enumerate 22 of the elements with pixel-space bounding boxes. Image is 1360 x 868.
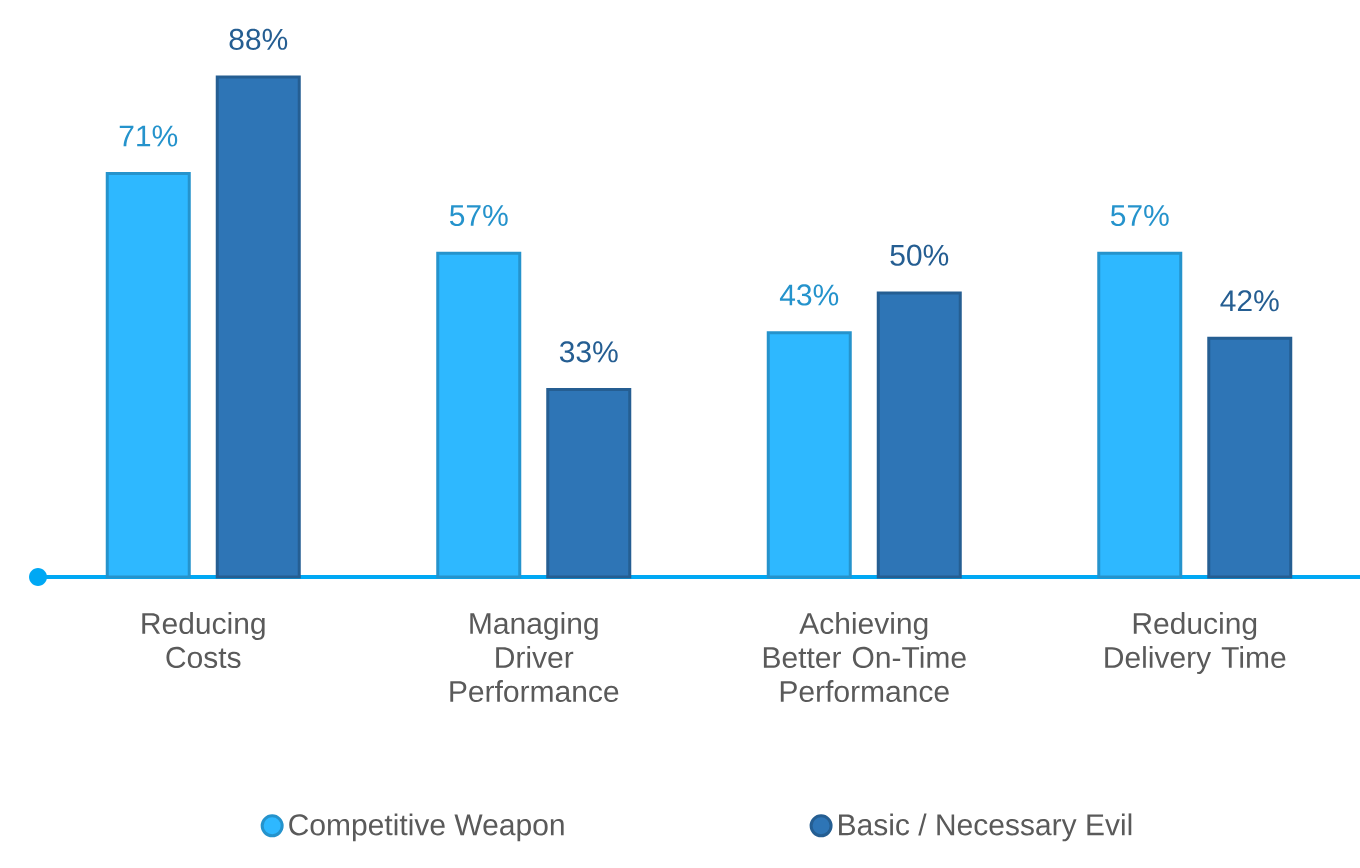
x-tick-label: Reducing Costs [142, 612, 265, 669]
data-label: 88% [229, 28, 288, 50]
data-label: 57% [449, 204, 508, 227]
bar [215, 75, 301, 579]
data-label: 43% [779, 284, 839, 306]
bar [876, 291, 962, 579]
x-tick-label: Reducing Delivery Time [1105, 612, 1286, 675]
data-label: 57% [1110, 204, 1169, 227]
data-label: 33% [559, 341, 618, 363]
bar [1207, 336, 1293, 579]
x-tick-label: Managing Driver Performance [450, 612, 619, 703]
data-label: 42% [1220, 290, 1279, 312]
data-label: 50% [890, 244, 949, 266]
bar [105, 172, 191, 579]
legend-label: Competitive Weapon [289, 813, 564, 842]
bar [436, 251, 522, 579]
legend-label: Basic / Necessary Evil [839, 813, 1132, 842]
bar [766, 331, 852, 579]
bar [1097, 251, 1183, 579]
bar [546, 388, 632, 579]
x-tick-label: Achieving Better On-Time Performance [763, 612, 966, 703]
data-label: 71% [119, 125, 178, 147]
